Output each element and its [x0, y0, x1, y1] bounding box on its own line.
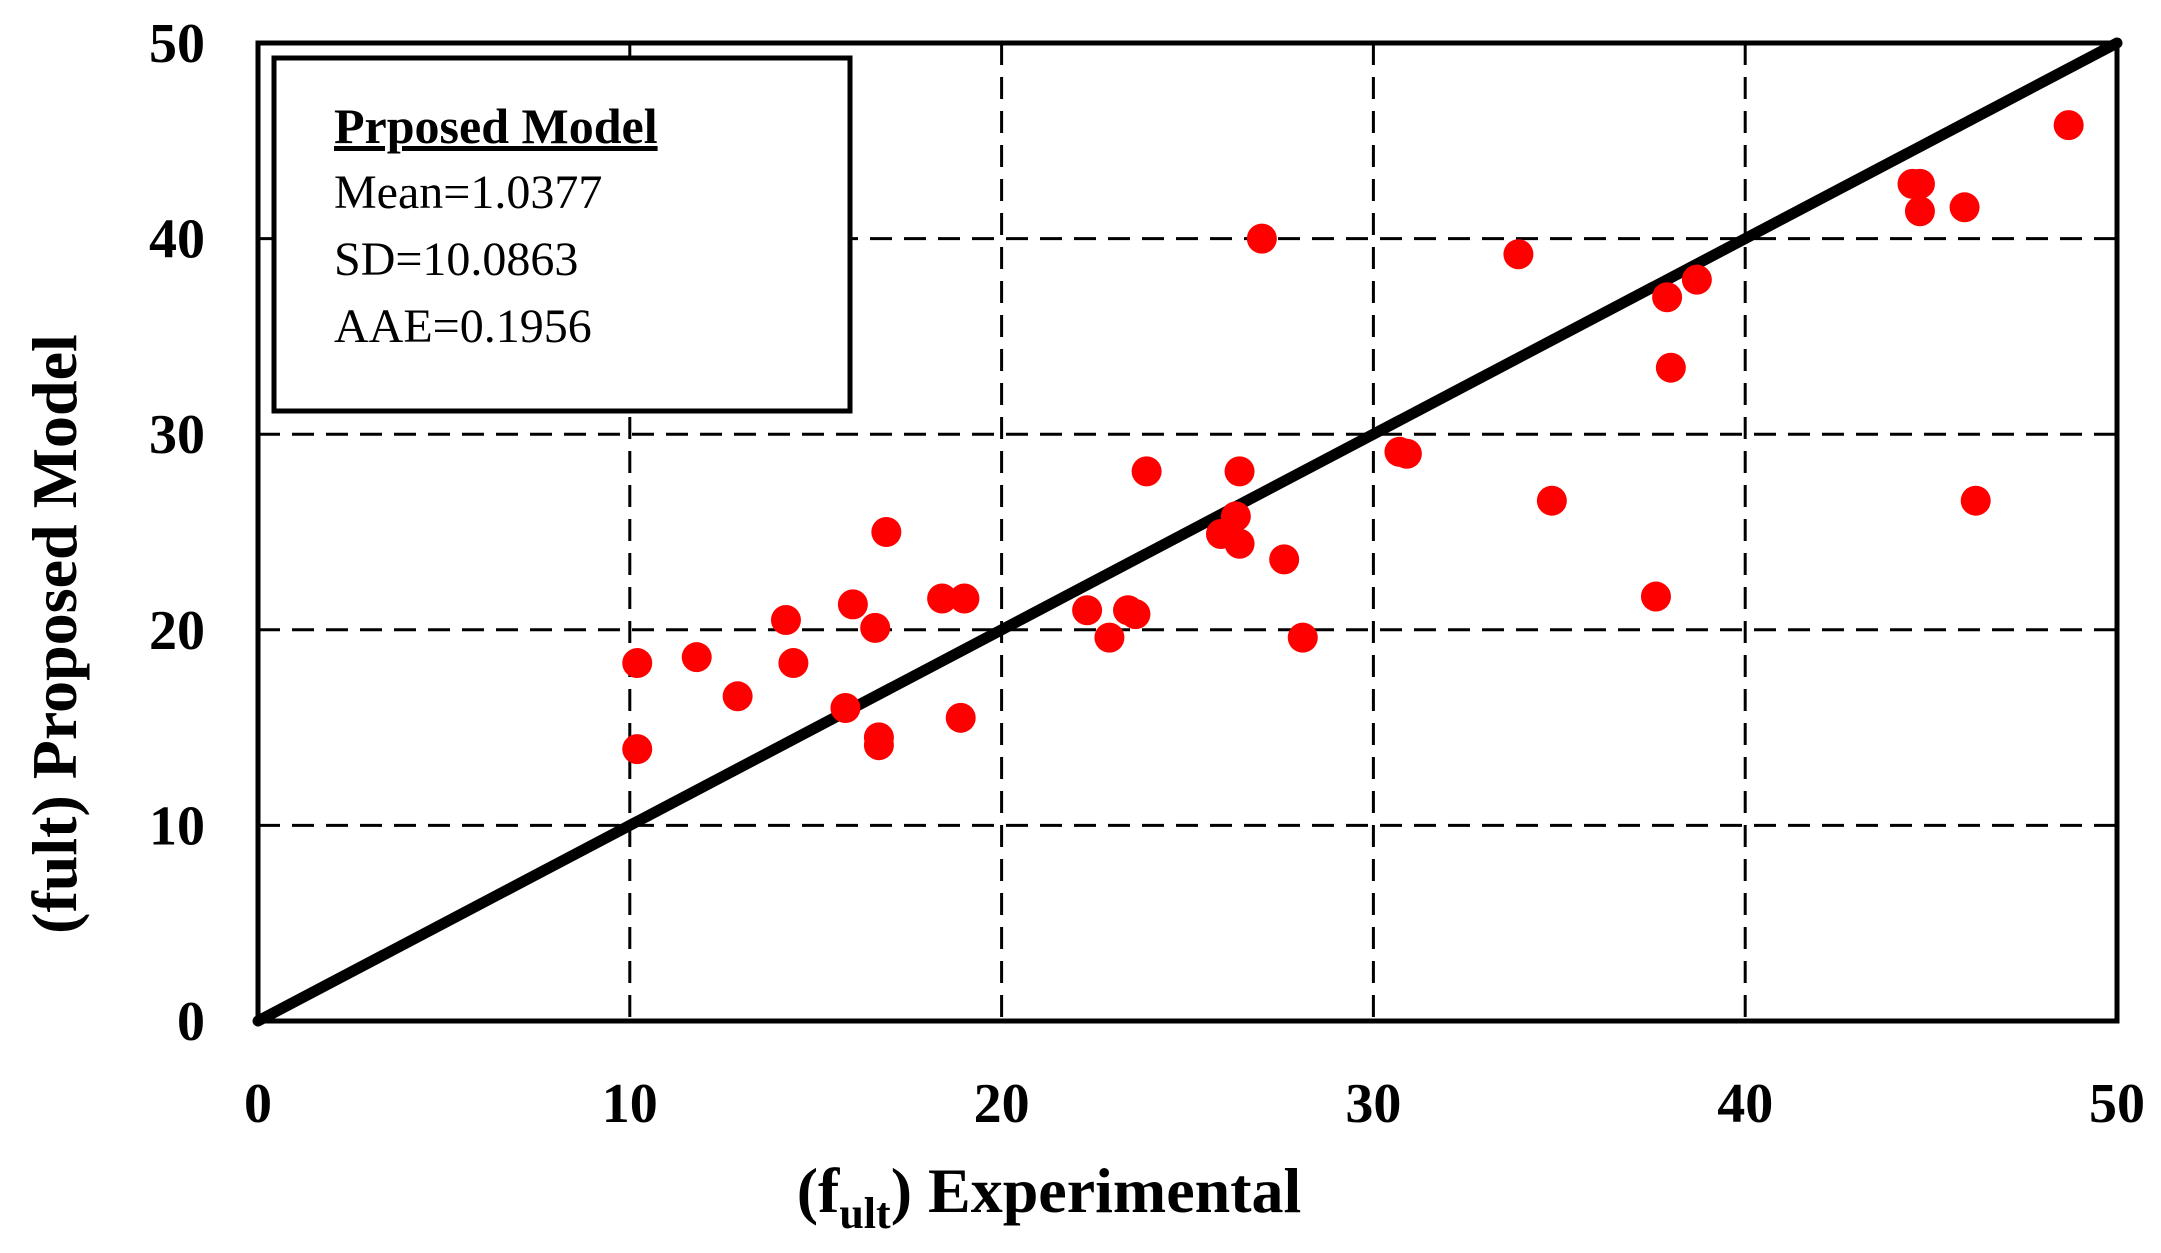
- data-point: [837, 589, 868, 620]
- data-points: [622, 110, 2084, 765]
- data-point: [1391, 438, 1422, 469]
- x-tick-label: 10: [602, 1073, 658, 1135]
- x-tick-label: 30: [1345, 1073, 1401, 1135]
- data-point: [1072, 595, 1103, 626]
- y-tick-label: 40: [149, 209, 205, 271]
- data-point: [863, 730, 894, 761]
- y-tick-label: 30: [149, 404, 205, 466]
- data-point: [1120, 599, 1151, 630]
- data-point: [1681, 264, 1712, 295]
- data-point: [1640, 581, 1671, 612]
- data-point: [1655, 352, 1686, 383]
- plot-frame: [255, 40, 2120, 1024]
- data-point: [949, 583, 980, 614]
- x-axis-title-subscript: ult: [839, 1189, 891, 1238]
- data-point: [770, 605, 801, 636]
- data-point: [1131, 456, 1162, 487]
- data-point: [1503, 239, 1534, 270]
- x-axis-title: (fult) Experimental: [797, 1155, 1302, 1238]
- y-tick-label: 50: [149, 13, 205, 75]
- y-axis-title: (fult) Proposed Model: [19, 334, 90, 934]
- x-tick-label: 40: [1717, 1073, 1773, 1135]
- data-point: [1904, 168, 1935, 199]
- data-point: [622, 734, 653, 765]
- data-point: [945, 702, 976, 733]
- reference-line-group: [252, 37, 2123, 1027]
- x-tick-label: 50: [2089, 1073, 2145, 1135]
- data-point: [1224, 456, 1255, 487]
- data-point: [1949, 192, 1980, 223]
- data-point: [1536, 485, 1567, 516]
- y-tick-label: 0: [177, 991, 205, 1053]
- data-point: [681, 642, 712, 673]
- data-point: [830, 693, 861, 724]
- data-point: [1224, 528, 1255, 559]
- data-point: [1960, 485, 1991, 516]
- data-point: [871, 517, 902, 547]
- data-point: [2053, 110, 2084, 141]
- legend-frame: [271, 55, 853, 414]
- reference-line: [252, 37, 2123, 1027]
- legend-mean: Mean=1.0377: [334, 166, 602, 219]
- legend-title: Prposed Model: [334, 98, 658, 154]
- y-tick-label: 20: [149, 600, 205, 662]
- data-point: [1094, 622, 1125, 653]
- y-tick-labels: 0 10 20 30 40 50: [149, 13, 205, 1053]
- data-point: [778, 648, 809, 679]
- data-point: [1652, 282, 1683, 313]
- x-tick-label: 0: [244, 1073, 272, 1135]
- x-tick-labels: 0 10 20 30 40 50: [244, 1073, 2145, 1135]
- legend-aae: AAE=0.1956: [334, 300, 592, 353]
- data-point: [1904, 196, 1935, 227]
- data-point: [1287, 622, 1318, 653]
- data-point: [1269, 544, 1300, 575]
- data-point: [927, 583, 958, 614]
- data-point: [722, 681, 753, 712]
- data-point: [622, 648, 653, 679]
- data-point: [1220, 501, 1251, 532]
- data-point: [1246, 223, 1277, 254]
- y-tick-label: 10: [149, 795, 205, 857]
- legend-sd: SD=10.0863: [334, 233, 578, 286]
- legend-box: Prposed Model Mean=1.0377 SD=10.0863 AAE…: [271, 55, 853, 414]
- x-tick-label: 20: [974, 1073, 1030, 1135]
- data-point: [860, 612, 891, 643]
